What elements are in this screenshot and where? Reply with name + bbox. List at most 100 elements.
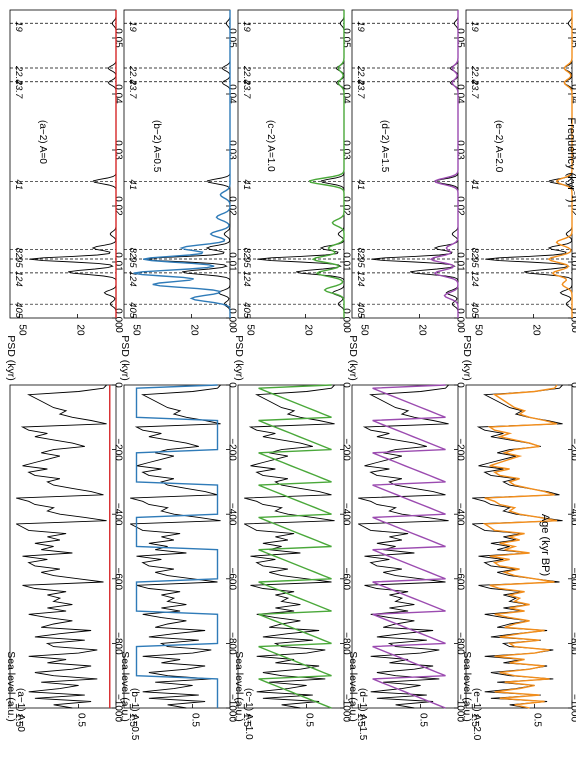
frequency-axis-label: Frequency (kyr−1) <box>565 117 576 202</box>
sea-level-tick-label: 0.5 <box>418 713 429 727</box>
age-tick-label: −600 <box>455 568 466 591</box>
frequency-axis-label-end: ) <box>565 199 576 203</box>
age-tick-label: −400 <box>227 503 238 526</box>
period-marker-label: 82 <box>469 248 480 259</box>
age-tick-label: −200 <box>227 438 238 461</box>
frequency-tick-label: 0.05 <box>113 28 124 48</box>
psd-tick-label: 0 <box>341 327 352 333</box>
model-series-line <box>259 385 332 708</box>
period-marker-label: 19 <box>13 21 24 32</box>
period-marker-label: 82 <box>127 248 138 259</box>
period-marker-label: 124 <box>355 271 366 287</box>
age-tick-label: 0 <box>227 382 238 388</box>
panel-frame <box>238 10 344 318</box>
age-tick-label: −400 <box>341 503 352 526</box>
frequency-tick-label: 0.01 <box>455 252 466 272</box>
sea-level-tick-label: 0.5 <box>190 713 201 727</box>
frequency-tick-label: 0.03 <box>341 140 352 160</box>
age-tick-label: −200 <box>341 438 352 461</box>
psd-tick-label: 50 <box>131 324 142 336</box>
psd-axis-label: PSD (kyr) <box>233 335 245 381</box>
psd-tick-label: 20 <box>302 324 313 336</box>
sea-level-tick-label: 0.5 <box>76 713 87 727</box>
frequency-tick-label: 0.01 <box>341 252 352 272</box>
psd-tick-label: 0 <box>227 327 238 333</box>
panel-frame <box>352 10 458 318</box>
period-marker-label: 405 <box>469 302 480 319</box>
period-marker-label: 22.4 <box>241 65 252 85</box>
observed-series-line <box>16 385 106 708</box>
age-tick-label: −400 <box>455 503 466 526</box>
period-marker-label: 124 <box>241 271 252 287</box>
panel-label: (a−1) A=0 <box>15 688 26 732</box>
psd-tick-label: 50 <box>359 324 370 336</box>
model-spectrum-line <box>431 10 458 318</box>
frequency-tick-label: 0.00 <box>341 308 352 328</box>
frequency-tick-label: 0.00 <box>113 308 124 328</box>
psd-axis-label: PSD (kyr) <box>119 335 131 381</box>
age-tick-label: 0 <box>341 382 352 388</box>
age-tick-label: −1000 <box>569 694 576 723</box>
panel-label: (d−1) A=1.5 <box>357 688 368 741</box>
frequency-tick-label: 0.01 <box>569 252 576 272</box>
panel-label: (b−2) A=0.5 <box>151 120 162 173</box>
psd-tick-label: 20 <box>188 324 199 336</box>
period-marker-label: 82 <box>355 248 366 259</box>
frequency-tick-label: 0.02 <box>455 196 466 216</box>
psd-tick-label: 0 <box>569 327 576 333</box>
psd-tick-label: 50 <box>245 324 256 336</box>
period-marker-label: 405 <box>355 302 366 319</box>
age-tick-label: −200 <box>569 438 576 461</box>
period-marker-label: 19 <box>469 21 480 32</box>
psd-tick-label: 20 <box>74 324 85 336</box>
psd-tick-label: 0 <box>113 327 124 333</box>
frequency-tick-label: 0.01 <box>227 252 238 272</box>
period-marker-label: 405 <box>241 302 252 319</box>
period-marker-label: 82 <box>13 248 24 259</box>
frequency-tick-label: 0.02 <box>341 196 352 216</box>
age-tick-label: −600 <box>569 568 576 591</box>
psd-tick-label: 20 <box>416 324 427 336</box>
age-tick-label: 0 <box>455 382 466 388</box>
panel-label: (c−2) A=1.0 <box>265 120 276 172</box>
period-marker-label: 405 <box>127 302 138 319</box>
period-marker-label: 19 <box>241 21 252 32</box>
period-marker-label: 124 <box>13 271 24 287</box>
period-marker-label: 41 <box>469 179 480 190</box>
period-marker-label: 405 <box>13 302 24 319</box>
age-tick-label: −600 <box>341 568 352 591</box>
period-marker-label: 22.4 <box>13 65 24 85</box>
frequency-tick-label: 0.05 <box>455 28 466 48</box>
frequency-tick-label: 0.00 <box>227 308 238 328</box>
age-tick-label: −600 <box>113 568 124 591</box>
period-marker-label: 95 <box>13 257 24 268</box>
psd-axis-label: PSD (kyr) <box>347 335 359 381</box>
period-marker-label: 22.4 <box>469 65 480 85</box>
period-marker-label: 41 <box>241 179 252 190</box>
period-marker-label: 19 <box>127 21 138 32</box>
psd-tick-label: 20 <box>530 324 541 336</box>
frequency-tick-label: 0.02 <box>227 196 238 216</box>
frequency-tick-label: 0.01 <box>113 252 124 272</box>
period-marker-label: 95 <box>469 257 480 268</box>
frequency-tick-label: 0.00 <box>455 308 466 328</box>
panel-label: (a−2) A=0 <box>37 120 48 164</box>
model-series-line <box>373 385 446 708</box>
panel-label: (e−1) A=2.0 <box>471 688 482 741</box>
frequency-tick-label: 0.03 <box>455 140 466 160</box>
observed-spectrum-line <box>29 10 116 318</box>
period-marker-label: 124 <box>469 271 480 287</box>
period-marker-label: 19 <box>355 21 366 32</box>
period-marker-label: 82 <box>241 248 252 259</box>
age-tick-label: −400 <box>113 503 124 526</box>
panel-label: (e−2) A=2.0 <box>493 120 504 173</box>
frequency-axis-label-sup: −1 <box>570 191 576 199</box>
